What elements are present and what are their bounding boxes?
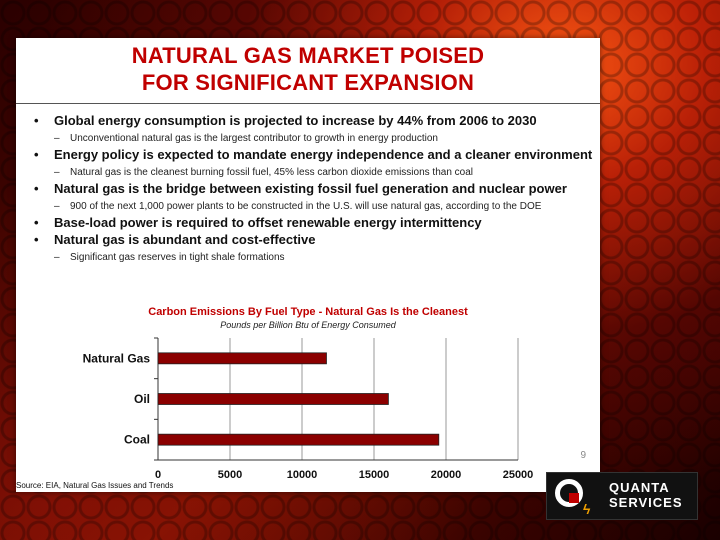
x-tick-label: 20000 bbox=[431, 469, 462, 481]
bullet-item: • Energy policy is expected to mandate en… bbox=[34, 146, 594, 180]
slide-title: NATURAL GAS MARKET POISED FOR SIGNIFICAN… bbox=[16, 42, 600, 96]
bullet-text: Natural gas is abundant and cost-effecti… bbox=[54, 232, 316, 247]
logo-line-2: SERVICES bbox=[609, 495, 683, 510]
bar bbox=[157, 352, 327, 365]
bullet-text: Base-load power is required to offset re… bbox=[54, 215, 482, 230]
carbon-emissions-chart: 0 5000 10000 15000 20000 25000 Natural Gas Oil C… bbox=[83, 337, 534, 481]
bullet-dot: • bbox=[34, 181, 39, 196]
title-divider bbox=[16, 103, 600, 104]
sub-bullet-dash: – bbox=[54, 252, 60, 263]
sub-bullet-dash: – bbox=[54, 167, 60, 178]
content-panel: NATURAL GAS MARKET POISED FOR SIGNIFICAN… bbox=[16, 38, 600, 492]
sub-bullet-text: Unconventional natural gas is the larges… bbox=[70, 133, 438, 144]
bullet-item: • Natural gas is the bridge between exist… bbox=[34, 180, 594, 214]
source-note: Source: EIA, Natural Gas Issues and Tren… bbox=[16, 481, 174, 490]
logo-q-icon bbox=[555, 479, 583, 507]
lightning-bolt-icon: ϟ bbox=[583, 501, 591, 517]
bullet-dot: • bbox=[34, 147, 39, 162]
bullet-list: • Global energy consumption is projected … bbox=[34, 112, 594, 265]
x-tick-label: 10000 bbox=[287, 469, 318, 481]
bar bbox=[157, 393, 389, 405]
chart-subtitle: Pounds per Billion Btu of Energy Consume… bbox=[220, 320, 396, 330]
sub-bullet-text: Natural gas is the cleanest burning foss… bbox=[70, 167, 473, 178]
sub-bullet-dash: – bbox=[54, 201, 60, 212]
sub-bullet-text: Significant gas reserves in tight shale … bbox=[70, 252, 285, 263]
bullet-dot: • bbox=[34, 215, 39, 230]
bullet-dot: • bbox=[34, 232, 39, 247]
quanta-services-logo: ϟ QUANTA SERVICES bbox=[546, 472, 698, 520]
category-label: Natural Gas bbox=[83, 351, 151, 365]
sub-bullet-dash: – bbox=[54, 133, 60, 144]
title-line-2: FOR SIGNIFICANT EXPANSION bbox=[141, 70, 475, 95]
x-tick-label: 5000 bbox=[218, 469, 242, 481]
bar bbox=[157, 433, 440, 446]
bullet-item: • Base-load power is required to offset r… bbox=[34, 214, 594, 231]
x-tick-label: 15000 bbox=[359, 469, 390, 481]
page-number: 9 bbox=[580, 450, 586, 461]
x-tick-label: 0 bbox=[155, 469, 161, 481]
title-line-1: NATURAL GAS MARKET POISED bbox=[131, 43, 485, 68]
bullet-item: • Global energy consumption is projected … bbox=[34, 112, 594, 146]
bullet-dot: • bbox=[34, 113, 39, 128]
category-label: Coal bbox=[124, 433, 150, 447]
sub-bullet-text: 900 of the next 1,000 power plants to be… bbox=[70, 201, 542, 212]
chart-title: Carbon Emissions By Fuel Type - Natural … bbox=[148, 306, 468, 318]
bullet-text: Global energy consumption is projected t… bbox=[54, 113, 537, 128]
bullet-text: Energy policy is expected to mandate ene… bbox=[54, 147, 593, 162]
x-tick-label: 25000 bbox=[503, 469, 534, 481]
bullet-item: • Natural gas is abundant and cost-effect… bbox=[34, 231, 594, 265]
category-label: Oil bbox=[134, 392, 150, 406]
logo-line-1: QUANTA bbox=[609, 480, 670, 495]
bullet-text: Natural gas is the bridge between existi… bbox=[54, 181, 567, 196]
